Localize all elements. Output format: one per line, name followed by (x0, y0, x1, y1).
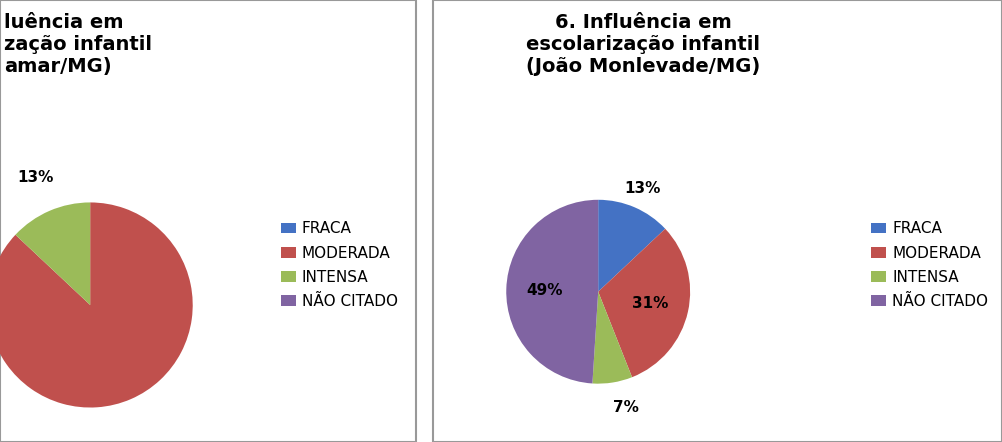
Wedge shape (506, 200, 598, 384)
Wedge shape (598, 200, 665, 292)
Legend: FRACA, MODERADA, INTENSA, NÃO CITADO: FRACA, MODERADA, INTENSA, NÃO CITADO (865, 215, 994, 315)
Text: 7%: 7% (613, 400, 638, 415)
Wedge shape (0, 202, 192, 408)
Text: 13%: 13% (17, 171, 53, 186)
Wedge shape (592, 292, 632, 384)
Text: 31%: 31% (632, 296, 668, 311)
Text: 6. Influência em
escolarização infantil
(João Monlevade/MG): 6. Influência em escolarização infantil … (526, 13, 761, 76)
Wedge shape (15, 202, 90, 305)
Wedge shape (598, 229, 690, 377)
Text: 49%: 49% (527, 282, 563, 297)
Legend: FRACA, MODERADA, INTENSA, NÃO CITADO: FRACA, MODERADA, INTENSA, NÃO CITADO (275, 215, 404, 315)
Text: 13%: 13% (624, 181, 661, 196)
Text: luência em
zação infantil
amar/MG): luência em zação infantil amar/MG) (4, 13, 152, 76)
